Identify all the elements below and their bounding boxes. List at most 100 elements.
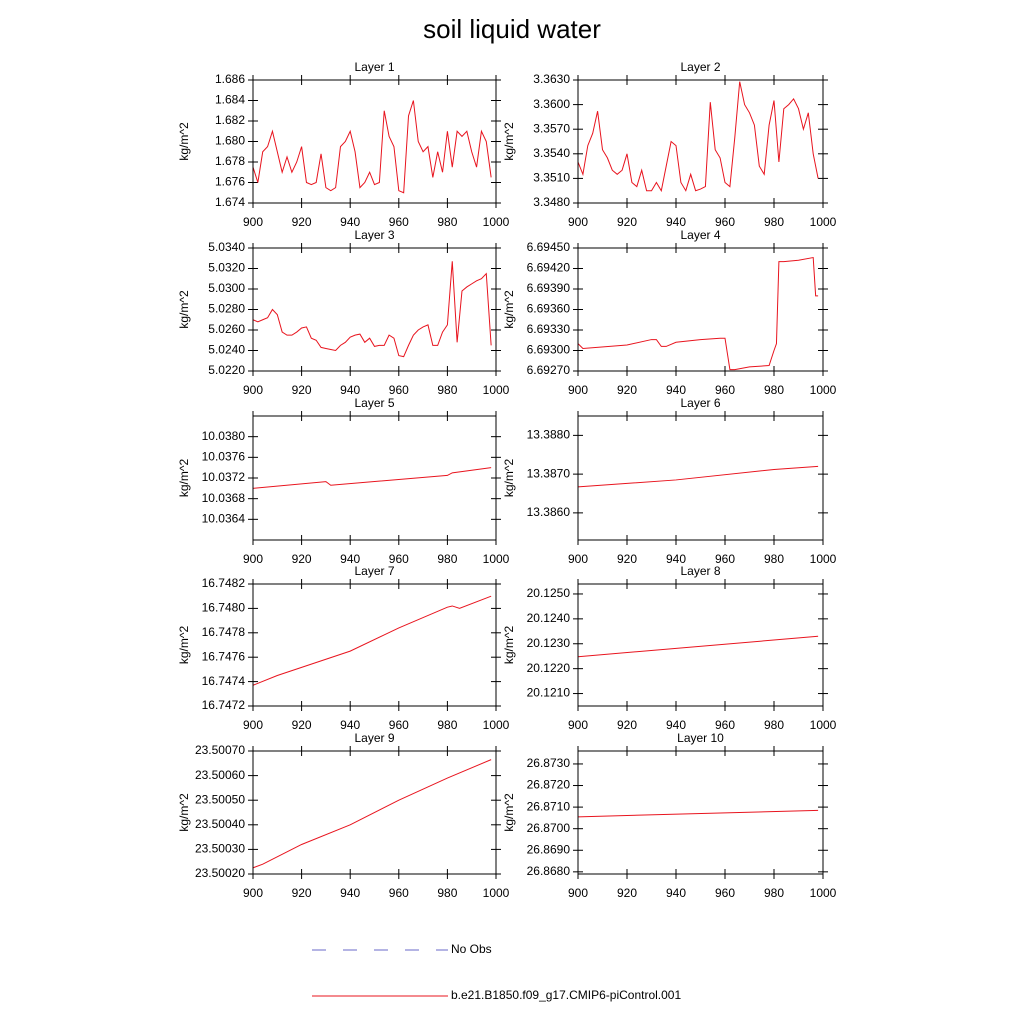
panel-title: Layer 3	[354, 228, 394, 242]
y-tick-label: 26.8720	[527, 778, 571, 792]
data-line	[252, 595, 492, 686]
x-tick-label: 940	[666, 552, 686, 566]
x-tick-label: 960	[715, 215, 735, 229]
panel-title: Layer 7	[354, 564, 394, 578]
panel-title: Layer 8	[680, 564, 720, 578]
x-tick-label: 940	[340, 383, 360, 397]
x-tick-label: 960	[389, 215, 409, 229]
x-tick-label: 900	[568, 552, 588, 566]
y-tick-label: 26.8730	[527, 756, 571, 770]
y-tick-label: 20.1250	[527, 586, 571, 600]
x-tick-label: 920	[617, 383, 637, 397]
x-tick-label: 920	[292, 383, 312, 397]
x-tick-label: 1000	[483, 718, 510, 732]
y-tick-label: 1.680	[215, 134, 245, 148]
data-line	[577, 256, 819, 371]
plot-frame	[577, 79, 824, 204]
y-tick-label: 6.69390	[527, 281, 571, 295]
panel-title: Layer 1	[354, 60, 394, 74]
x-tick-label: 900	[568, 886, 588, 900]
x-tick-label: 960	[715, 886, 735, 900]
x-tick-label: 900	[243, 886, 263, 900]
x-tick-label: 920	[292, 552, 312, 566]
y-tick-label: 23.50030	[195, 842, 245, 856]
y-tick-label: 16.7482	[202, 576, 246, 590]
x-tick-label: 980	[764, 886, 784, 900]
y-axis-label: kg/m^2	[177, 122, 191, 161]
y-axis-label: kg/m^2	[177, 459, 191, 498]
x-tick-label: 920	[617, 718, 637, 732]
panel-title: Layer 5	[354, 396, 394, 410]
y-tick-label: 20.1210	[527, 686, 571, 700]
x-tick-label: 900	[568, 383, 588, 397]
y-tick-label: 16.7472	[202, 698, 246, 712]
y-tick-label: 5.0220	[208, 363, 245, 377]
x-tick-label: 920	[617, 215, 637, 229]
x-tick-label: 900	[243, 383, 263, 397]
x-tick-label: 940	[340, 552, 360, 566]
x-tick-label: 940	[666, 886, 686, 900]
x-tick-label: 1000	[810, 215, 837, 229]
y-axis-label: kg/m^2	[502, 122, 516, 161]
y-tick-label: 23.50020	[195, 866, 245, 880]
y-axis-label: kg/m^2	[502, 459, 516, 498]
figure-title: soil liquid water	[423, 14, 601, 44]
plot-frame	[252, 415, 497, 541]
y-tick-label: 6.69420	[527, 261, 571, 275]
x-tick-label: 1000	[483, 552, 510, 566]
y-tick-label: 13.3860	[527, 505, 571, 519]
x-tick-label: 940	[340, 215, 360, 229]
y-tick-label: 6.69300	[527, 343, 571, 357]
data-line	[577, 81, 819, 193]
data-line	[577, 465, 819, 488]
y-tick-label: 13.3870	[527, 466, 571, 480]
x-tick-label: 980	[764, 718, 784, 732]
y-tick-label: 16.7476	[202, 649, 246, 663]
x-tick-label: 1000	[810, 886, 837, 900]
data-line	[252, 467, 492, 489]
x-tick-label: 1000	[810, 718, 837, 732]
y-tick-label: 5.0240	[208, 343, 245, 357]
y-tick-label: 16.7474	[202, 674, 246, 688]
y-axis-label: kg/m^2	[177, 626, 191, 665]
x-tick-label: 980	[764, 383, 784, 397]
x-tick-label: 900	[568, 215, 588, 229]
y-axis-label: kg/m^2	[502, 793, 516, 832]
y-tick-label: 1.684	[215, 93, 245, 107]
data-line	[577, 635, 819, 658]
x-tick-label: 920	[617, 552, 637, 566]
y-axis-label: kg/m^2	[177, 290, 191, 329]
x-tick-label: 980	[764, 215, 784, 229]
y-tick-label: 3.3540	[533, 146, 570, 160]
panel-title: Layer 9	[354, 731, 394, 745]
x-tick-label: 920	[617, 886, 637, 900]
x-tick-label: 960	[389, 383, 409, 397]
plot-frame	[252, 79, 497, 204]
y-tick-label: 3.3480	[533, 195, 570, 209]
plot-frame	[577, 583, 824, 707]
y-tick-label: 5.0340	[208, 240, 245, 254]
plot-frame	[577, 247, 824, 372]
x-tick-label: 1000	[483, 215, 510, 229]
x-tick-label: 980	[437, 718, 457, 732]
x-tick-label: 960	[715, 552, 735, 566]
y-tick-label: 5.0280	[208, 302, 245, 316]
y-tick-label: 23.50050	[195, 792, 245, 806]
y-tick-label: 16.7480	[202, 601, 246, 615]
y-tick-label: 23.50070	[195, 743, 245, 757]
y-tick-label: 1.676	[215, 175, 245, 189]
y-tick-label: 1.686	[215, 72, 245, 86]
x-tick-label: 960	[715, 383, 735, 397]
y-axis-label: kg/m^2	[502, 626, 516, 665]
x-tick-label: 980	[437, 886, 457, 900]
data-line	[252, 261, 492, 358]
y-tick-label: 5.0320	[208, 261, 245, 275]
plot-frame	[577, 750, 824, 875]
x-tick-label: 1000	[483, 383, 510, 397]
y-tick-label: 3.3600	[533, 97, 570, 111]
x-tick-label: 900	[243, 718, 263, 732]
y-tick-label: 6.69330	[527, 322, 571, 336]
y-tick-label: 10.0368	[202, 491, 246, 505]
